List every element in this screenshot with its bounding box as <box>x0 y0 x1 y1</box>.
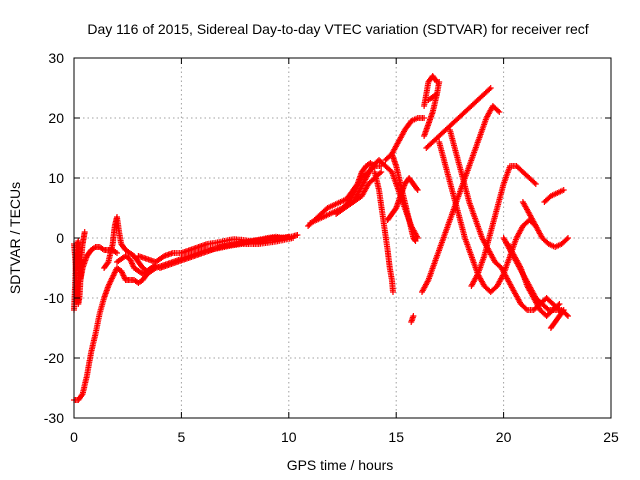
series-points <box>419 103 503 295</box>
series-points <box>547 307 567 331</box>
data-point-marks <box>468 163 539 289</box>
y-tick-label: 20 <box>48 110 64 126</box>
y-tick-label: -10 <box>44 290 64 306</box>
series-points <box>446 127 563 313</box>
series-points <box>421 73 440 109</box>
data-point-marks <box>547 307 567 331</box>
data-point-marks <box>71 265 150 403</box>
data-point-marks <box>101 214 155 274</box>
y-tick-label: -20 <box>44 350 64 366</box>
data-point-marks <box>408 313 417 325</box>
series-points <box>408 313 417 325</box>
x-tick-label: 5 <box>178 429 186 445</box>
data-point-marks <box>436 139 539 295</box>
axis-ticks <box>73 57 612 419</box>
series-points <box>425 91 440 103</box>
series-points <box>71 265 150 403</box>
data-point-marks <box>519 199 571 250</box>
data-point-marks <box>541 187 567 205</box>
y-tick-labels: -30 -20 -10 0 10 20 30 <box>44 50 64 426</box>
x-tick-label: 25 <box>603 429 619 445</box>
data-point-marks <box>423 85 494 151</box>
x-tick-labels: 0 5 10 15 20 25 <box>70 429 619 445</box>
y-tick-label: -30 <box>44 410 64 426</box>
x-tick-label: 10 <box>281 429 297 445</box>
x-tick-label: 0 <box>70 429 78 445</box>
data-point-marks <box>421 73 440 109</box>
series-points <box>101 214 155 274</box>
data-point-marks <box>446 127 563 313</box>
x-axis-label: GPS time / hours <box>287 457 394 473</box>
data-marks <box>71 73 571 403</box>
data-point-marks <box>382 115 428 163</box>
x-tick-label: 15 <box>388 429 404 445</box>
grid-lines <box>74 58 611 418</box>
data-point-marks <box>371 169 396 295</box>
series-points <box>468 163 539 289</box>
data-point-marks <box>156 233 292 271</box>
series-points <box>541 187 567 205</box>
y-tick-label: 0 <box>56 230 64 246</box>
chart-title: Day 116 of 2015, Sidereal Day-to-day VTE… <box>87 21 588 37</box>
data-point-marks <box>425 91 440 103</box>
series-points <box>519 199 571 250</box>
y-tick-label: 10 <box>48 170 64 186</box>
x-tick-label: 20 <box>496 429 512 445</box>
plot-frame <box>73 57 612 419</box>
series-points <box>371 169 396 295</box>
series-points <box>156 233 292 271</box>
series-points <box>423 85 494 151</box>
data-point-marks <box>388 151 419 244</box>
series-points <box>436 139 539 295</box>
data-point-marks <box>504 241 563 319</box>
series-points <box>504 241 563 319</box>
y-tick-label: 30 <box>48 50 64 66</box>
series-points <box>382 115 428 163</box>
series-points <box>388 151 419 244</box>
data-point-marks <box>419 103 503 295</box>
y-axis-label: SDTVAR / TECUs <box>7 182 23 294</box>
